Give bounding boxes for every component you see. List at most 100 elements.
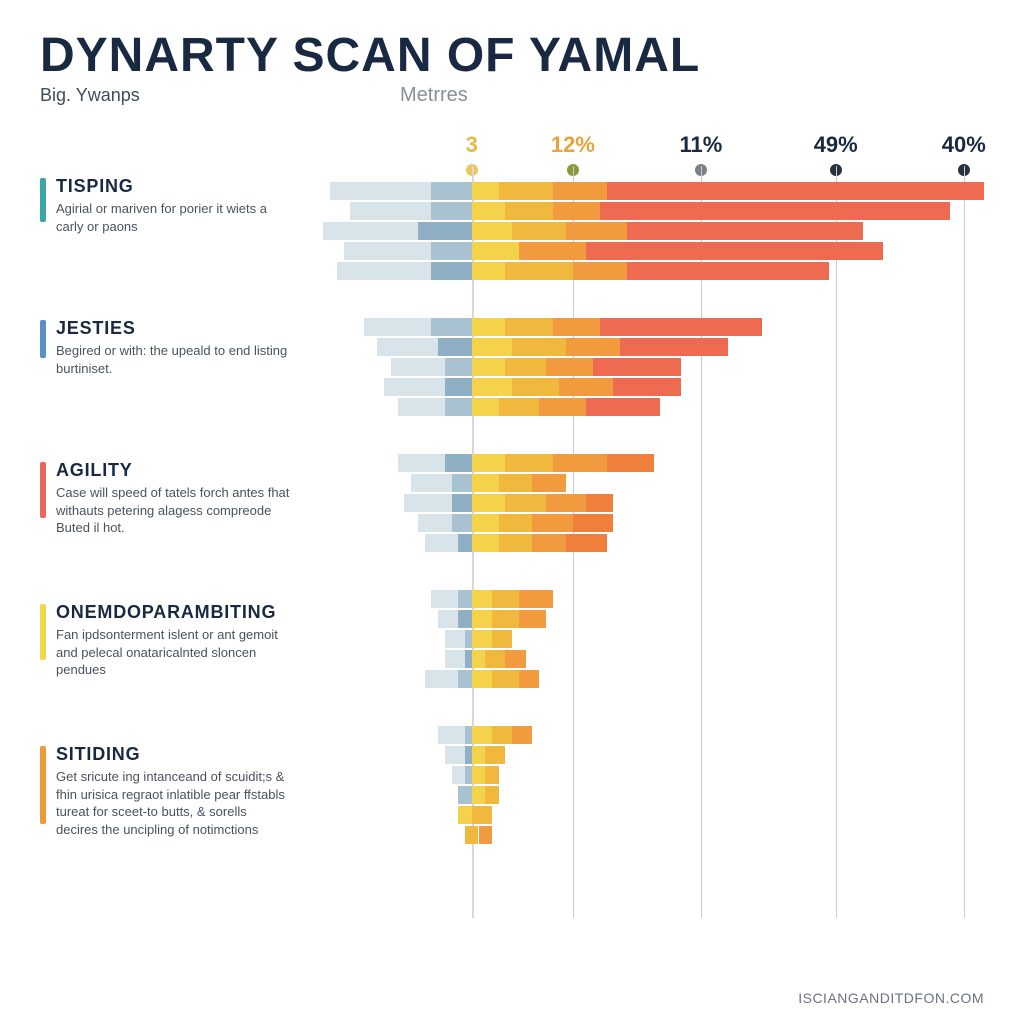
- tick-dot-icon: [567, 164, 579, 176]
- bar-segment: [458, 786, 471, 804]
- bar-row: [310, 202, 984, 220]
- bar-segment: [499, 474, 533, 492]
- bar-segment: [553, 182, 607, 200]
- bar-segment: [479, 826, 492, 844]
- bar-segment: [573, 262, 627, 280]
- bar-segment: [350, 202, 431, 220]
- bar-row: [310, 746, 984, 764]
- bar-segment: [472, 242, 519, 260]
- metric-tick: 49%: [806, 132, 866, 176]
- bar-segment: [465, 826, 478, 844]
- bar-row: [310, 650, 984, 668]
- chart-area: TISPINGAgirial or mariven for porier it …: [40, 176, 984, 898]
- bar-group: [310, 448, 984, 576]
- category-marker: [40, 462, 46, 518]
- bar-segment: [472, 338, 512, 356]
- bar-segment: [465, 746, 472, 764]
- bar-segment: [465, 650, 472, 668]
- bar-row: [310, 514, 984, 532]
- bar-segment: [519, 670, 539, 688]
- bar-segment: [330, 182, 431, 200]
- bar-segment: [499, 534, 533, 552]
- bar-segment: [445, 398, 472, 416]
- bar-segment: [472, 378, 512, 396]
- category-title: SITIDING: [56, 744, 290, 765]
- category-desc: Begired or with: the upeald to end listi…: [56, 342, 290, 377]
- bar-row: [310, 786, 984, 804]
- bar-segment: [431, 242, 471, 260]
- bar-segment: [438, 610, 458, 628]
- footer-credit: ISCIANGANDITDFON.COM: [798, 990, 984, 1006]
- header-metrics: Metrres 312%11%49%40%: [310, 86, 984, 166]
- bar-row: [310, 610, 984, 628]
- bar-segment: [431, 318, 471, 336]
- chart-container: DYNARTY SCAN OF YAMAL Big. Ywanps Metrre…: [0, 0, 1024, 918]
- bar-segment: [323, 222, 417, 240]
- bar-segment: [600, 202, 950, 220]
- bar-segment: [472, 534, 499, 552]
- bar-segment: [512, 726, 532, 744]
- bar-segment: [472, 806, 492, 824]
- bar-segment: [519, 590, 553, 608]
- bar-segment: [546, 358, 593, 376]
- bar-row: [310, 242, 984, 260]
- bar-segment: [472, 262, 506, 280]
- bar-segment: [472, 318, 506, 336]
- bar-segment: [485, 746, 505, 764]
- bar-segment: [607, 454, 654, 472]
- bar-segment: [431, 182, 471, 200]
- bar-segment: [505, 318, 552, 336]
- metrics-label: Metrres: [400, 84, 468, 107]
- bar-segment: [472, 670, 492, 688]
- category-desc: Case will speed of tatels forch antes fh…: [56, 484, 290, 537]
- bar-segment: [512, 338, 566, 356]
- bar-segment: [532, 534, 566, 552]
- bar-segment: [586, 494, 613, 512]
- bar-row: [310, 358, 984, 376]
- bar-segment: [472, 398, 499, 416]
- bar-segment: [472, 726, 492, 744]
- bar-segment: [465, 630, 472, 648]
- bar-segment: [452, 474, 472, 492]
- bar-segment: [519, 610, 546, 628]
- bar-row: [310, 766, 984, 784]
- bar-segment: [566, 222, 627, 240]
- bar-segment: [512, 378, 559, 396]
- bar-segment: [404, 494, 451, 512]
- bar-segment: [613, 378, 680, 396]
- bar-segment: [499, 398, 539, 416]
- category: JESTIESBegired or with: the upeald to en…: [40, 318, 290, 446]
- category-column: TISPINGAgirial or mariven for porier it …: [40, 176, 310, 898]
- bar-segment: [472, 514, 499, 532]
- bar-row: [310, 726, 984, 744]
- bars-column: [310, 176, 984, 898]
- bar-segment: [505, 454, 552, 472]
- bar-segment: [519, 242, 586, 260]
- bar-segment: [593, 358, 681, 376]
- bar-row: [310, 670, 984, 688]
- category: AGILITYCase will speed of tatels forch a…: [40, 460, 290, 588]
- bar-segment: [425, 670, 459, 688]
- category-desc: Agirial or mariven for porier it wiets a…: [56, 200, 290, 235]
- bar-segment: [452, 514, 472, 532]
- bar-segment: [472, 358, 506, 376]
- tick-dot-icon: [695, 164, 707, 176]
- bar-segment: [431, 262, 471, 280]
- bar-segment: [586, 398, 660, 416]
- bar-segment: [553, 454, 607, 472]
- bar-row: [310, 222, 984, 240]
- bar-segment: [472, 650, 485, 668]
- bar-segment: [512, 222, 566, 240]
- bar-segment: [586, 242, 883, 260]
- bar-segment: [627, 222, 863, 240]
- bar-segment: [485, 786, 498, 804]
- bar-segment: [398, 454, 445, 472]
- bar-segment: [539, 398, 586, 416]
- bar-segment: [411, 474, 451, 492]
- metric-tick: 40%: [934, 132, 994, 176]
- bar-row: [310, 806, 984, 824]
- bar-segment: [445, 378, 472, 396]
- category-marker: [40, 178, 46, 222]
- bar-segment: [445, 650, 465, 668]
- bar-row: [310, 826, 984, 844]
